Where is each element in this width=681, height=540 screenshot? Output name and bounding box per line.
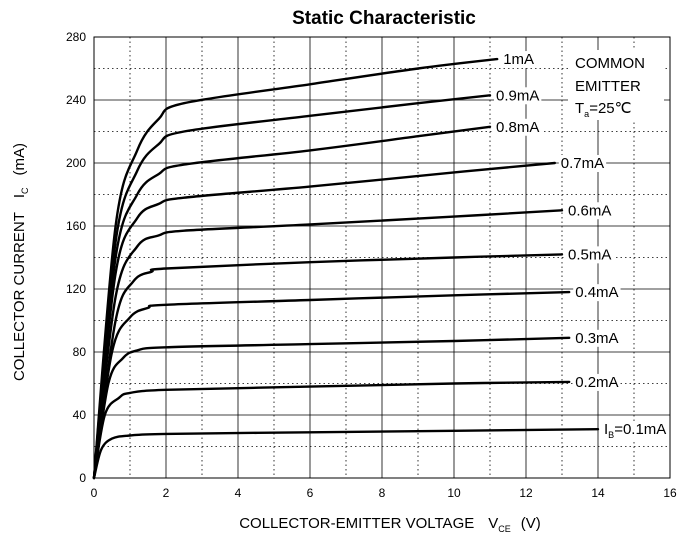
curve-label-value: =0.1mA [614, 421, 666, 438]
curve-I-B-0.1mA [92, 428, 600, 480]
x-axis-label: COLLECTOR-EMITTER VOLTAGE VCE (V) [239, 515, 541, 534]
annotation-line2: EMITTER [575, 78, 641, 95]
plot-frame [93, 36, 671, 479]
curve-0.9mA [92, 94, 492, 480]
y-tick-label: 200 [66, 156, 86, 170]
annotation-temp-symbol: T [575, 100, 584, 117]
y-tick-label: 280 [66, 30, 86, 44]
curve-label-bg [494, 87, 542, 105]
x-axis-label-main: COLLECTOR-EMITTER VOLTAGE [239, 515, 474, 532]
curve-0.8mA [92, 125, 492, 480]
y-tick-label: 160 [66, 219, 86, 233]
curve-0.3mA [92, 336, 571, 480]
curve-0.2mA [92, 380, 571, 480]
curve-label: 0.6mA [568, 202, 611, 219]
y-axis-unit: (mA) [11, 143, 28, 176]
x-axis-unit: (V) [521, 515, 541, 532]
annotation-line1: COMMON [575, 55, 645, 72]
curve-label-prefix: I [604, 421, 608, 438]
curve-label: IB=0.1mA [604, 421, 666, 440]
x-tick-label: 6 [307, 486, 314, 500]
curve-0.4mA [92, 290, 571, 480]
x-axis-symbol: V [488, 515, 498, 532]
x-axis-subscript: CE [498, 524, 511, 534]
curve-label-bg [573, 329, 621, 347]
x-tick-label: 16 [663, 486, 677, 500]
x-tick-label: 12 [519, 486, 533, 500]
annotation-temp: Ta=25℃ [575, 100, 631, 119]
x-tick-label: 4 [235, 486, 242, 500]
x-tick-label: 8 [379, 486, 386, 500]
curve-labels: IB=0.1mA 0.2mA 0.3mA 0.4mA 0.5mA 0.6mA 0.7mA 0.… [494, 51, 669, 441]
curve-label: 0.2mA [575, 374, 618, 391]
curve-0.7mA [92, 161, 556, 480]
curve-label: 0.5mA [568, 246, 611, 263]
y-tick-label: 240 [66, 93, 86, 107]
curve-label-bg [573, 284, 621, 302]
curve-label: 0.8mA [496, 119, 539, 136]
annotation-temp-sub: a [584, 109, 589, 119]
annotation: COMMON EMITTER Ta=25℃ [568, 50, 664, 120]
y-axis-label: COLLECTOR CURRENT IC (mA) [11, 143, 30, 381]
curve-label: 0.3mA [575, 330, 618, 347]
curve-label-bg [573, 373, 621, 391]
x-tick-label: 14 [591, 486, 605, 500]
curves [92, 57, 600, 480]
y-tick-label: 40 [73, 408, 87, 422]
annotation-temp-value: =25℃ [589, 100, 631, 117]
curve-label: 0.7mA [561, 155, 604, 172]
curve-label-bg [566, 246, 614, 264]
curve-label-sub: B [608, 430, 614, 440]
curve-label: 0.4mA [575, 284, 618, 301]
curve-label-bg [501, 51, 537, 69]
x-tick-label: 0 [91, 486, 98, 500]
curve-label: 1mA [503, 51, 534, 68]
curve-label: 0.9mA [496, 87, 539, 104]
curve-0.6mA [92, 209, 564, 480]
y-axis-subscript: C [20, 187, 30, 194]
curve-label-bg [558, 155, 607, 172]
curve-label-bg [494, 118, 542, 136]
curve-label-bg [602, 421, 669, 441]
x-tick-label: 2 [163, 486, 170, 500]
curve-1mA [92, 57, 499, 480]
curve-0.5mA [92, 253, 564, 480]
curve-label-bg [566, 202, 614, 220]
y-tick-label: 0 [79, 471, 86, 485]
chart-title: Static Characteristic [292, 8, 476, 29]
y-axis-label-main: COLLECTOR CURRENT [11, 212, 28, 381]
y-tick-label: 80 [73, 345, 87, 359]
x-tick-label: 10 [447, 486, 461, 500]
y-tick-label: 120 [66, 282, 86, 296]
y-axis-symbol: I [11, 194, 28, 198]
